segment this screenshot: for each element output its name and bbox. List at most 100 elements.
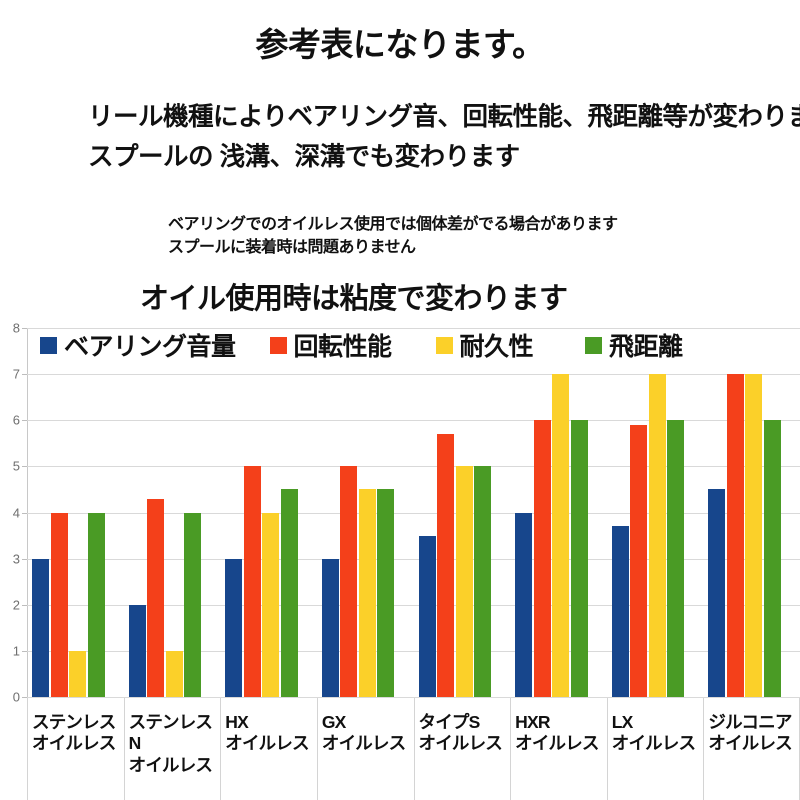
bar	[611, 526, 629, 697]
legend-item[interactable]: 耐久性	[435, 327, 534, 363]
bar-group	[510, 328, 607, 697]
x-axis-category-label-line: オイルレス	[418, 733, 503, 754]
bar	[184, 512, 202, 697]
header-note-1: ベアリングでのオイルレス使用では個体差がでる場合があります	[168, 216, 618, 233]
y-axis-tick-label: 0	[12, 689, 20, 705]
y-axis-tick-label: 7	[12, 366, 20, 382]
bar	[280, 489, 298, 697]
bar	[225, 558, 243, 697]
bar-group	[220, 328, 317, 697]
y-axis-tick-label: 8	[12, 320, 20, 336]
bar	[243, 466, 261, 697]
bar	[533, 420, 551, 697]
bar-group	[703, 328, 800, 697]
x-axis-category-label-line: LX	[611, 712, 634, 732]
bar	[262, 512, 280, 697]
y-axis-tick-mark	[22, 697, 27, 698]
y-axis-tick-label: 6	[12, 412, 20, 428]
x-axis-category-label-line: オイルレス	[708, 733, 792, 754]
x-axis-category-label-line: オイルレス	[321, 733, 406, 754]
legend-swatch-icon	[40, 336, 57, 354]
x-axis-category-label-line: ジルコニア	[708, 712, 792, 732]
bar	[515, 512, 533, 697]
bar	[667, 420, 685, 697]
y-axis-tick-label: 2	[12, 597, 20, 613]
bar-group	[607, 328, 704, 697]
bar	[630, 424, 648, 697]
y-axis-tick-mark	[22, 604, 27, 606]
legend-swatch-icon	[435, 336, 453, 354]
gridline	[27, 558, 800, 560]
x-axis-category-label-line: GX	[321, 712, 346, 732]
legend-label: ベアリング音量	[64, 333, 236, 361]
x-axis-category-label-line: オイルレス	[32, 733, 116, 754]
gridline	[27, 650, 800, 652]
x-axis-category-label-line: オイルレス	[611, 733, 696, 754]
legend-swatch-icon	[269, 336, 287, 354]
bar-group	[124, 328, 221, 697]
x-axis-category-label: GX オイルレス	[322, 712, 412, 755]
x-axis-category-label-line: タイプS	[418, 712, 481, 732]
bar-group	[414, 328, 511, 697]
bar-group	[317, 328, 414, 697]
legend-item[interactable]: 飛距離	[585, 327, 683, 363]
header-note-2: スプールに装着時は問題ありません	[168, 239, 416, 256]
gridline	[27, 466, 800, 468]
bar	[69, 650, 86, 697]
gridline	[27, 374, 800, 376]
y-axis-tick-label: 3	[12, 551, 20, 567]
bar	[340, 466, 358, 697]
legend-label: 耐久性	[459, 333, 534, 361]
bar	[165, 650, 183, 697]
page-headline: 参考表になります。	[255, 26, 545, 63]
x-axis-category-label-line: HX	[225, 712, 249, 732]
bar	[128, 604, 146, 697]
x-axis-category-label-line: オイルレス	[225, 733, 309, 754]
gridline	[27, 697, 800, 698]
bar	[418, 535, 436, 697]
chart-title: オイル使用時は粘度で変わります	[140, 283, 568, 315]
bar	[437, 434, 454, 697]
x-axis-category-cell: HXR オイルレス	[510, 698, 607, 800]
legend-swatch-icon	[585, 336, 603, 354]
bar	[726, 374, 744, 697]
bar	[570, 420, 588, 697]
plot-area	[27, 328, 800, 698]
y-axis-tick-mark	[22, 512, 27, 514]
legend-item[interactable]: 回転性能	[269, 327, 393, 363]
bar	[745, 374, 763, 697]
bar	[708, 489, 726, 697]
bar	[50, 512, 68, 697]
header-text-block: 参考表になります。 リール機種によりベアリング音、回転性能、飛距離等が変わります…	[0, 0, 800, 320]
x-axis-category-cell: GX オイルレス	[316, 698, 414, 800]
bar	[552, 374, 570, 697]
x-axis-category-cell: LX オイルレス	[606, 698, 704, 800]
bar	[321, 558, 339, 697]
bar	[377, 489, 395, 697]
x-axis-category-label: タイプS オイルレス	[419, 712, 509, 755]
legend-label: 飛距離	[609, 333, 683, 361]
bar-group	[27, 328, 124, 697]
y-axis-tick-mark	[22, 374, 27, 376]
x-axis-category-labels: ステンレス オイルレス ステンレスN オイルレス HX オイルレス GX オイルレス タイプS オ…	[27, 698, 800, 800]
bar	[648, 374, 666, 697]
y-axis-tick-mark	[22, 420, 27, 422]
legend-label: 回転性能	[293, 333, 393, 361]
bar	[474, 466, 491, 697]
bar	[147, 498, 165, 697]
x-axis-category-label-line: オイルレス	[515, 733, 599, 754]
gridline	[27, 604, 800, 606]
legend-item[interactable]: ベアリング音量	[40, 327, 236, 363]
x-axis-category-cell: タイプS オイルレス	[413, 698, 511, 800]
x-axis-category-label: ステンレスN オイルレス	[129, 712, 219, 776]
bar	[32, 558, 49, 697]
gridline	[27, 328, 800, 329]
x-axis-category-label-line: ステンレス	[32, 712, 116, 732]
bar	[358, 489, 376, 697]
y-axis-tick-mark	[22, 650, 27, 652]
x-axis-category-cell: HX オイルレス	[220, 698, 317, 800]
x-axis-category-label: LX オイルレス	[612, 712, 702, 755]
y-axis-tick-label: 5	[12, 458, 20, 474]
y-axis-tick-label: 4	[12, 505, 20, 520]
